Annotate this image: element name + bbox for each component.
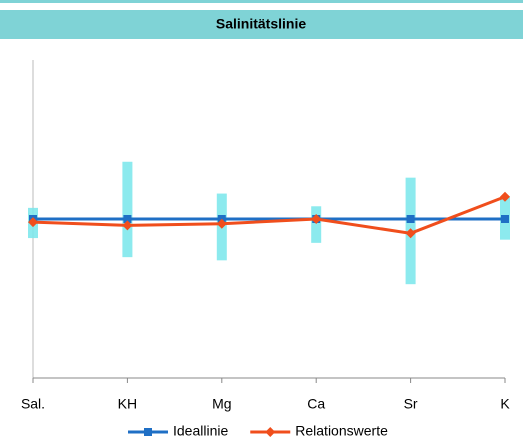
x-tick-label: Mg	[212, 396, 231, 412]
legend-marker	[144, 428, 152, 436]
series-line	[32, 195, 506, 235]
range-bar	[122, 161, 133, 258]
point	[405, 228, 416, 239]
title-bar	[0, 10, 523, 39]
legend-marker	[265, 427, 276, 437]
point	[406, 215, 415, 223]
chart-title: Salinitätslinie	[216, 16, 306, 32]
x-tick-label: K	[500, 396, 510, 412]
point	[501, 215, 509, 223]
range-bar	[311, 206, 322, 243]
x-tick-label: KH	[118, 396, 137, 412]
x-tick-label: Sal.	[21, 396, 45, 412]
top-border	[0, 0, 523, 3]
legend-label: Relationswerte	[295, 423, 388, 439]
legend-label: Ideallinie	[173, 423, 228, 439]
point	[123, 215, 132, 223]
point	[500, 191, 510, 202]
point	[122, 220, 133, 231]
x-tick-label: Ca	[307, 396, 325, 412]
x-tick-label: Sr	[404, 396, 418, 412]
point	[311, 214, 322, 224]
point	[28, 217, 38, 228]
point	[216, 218, 227, 229]
